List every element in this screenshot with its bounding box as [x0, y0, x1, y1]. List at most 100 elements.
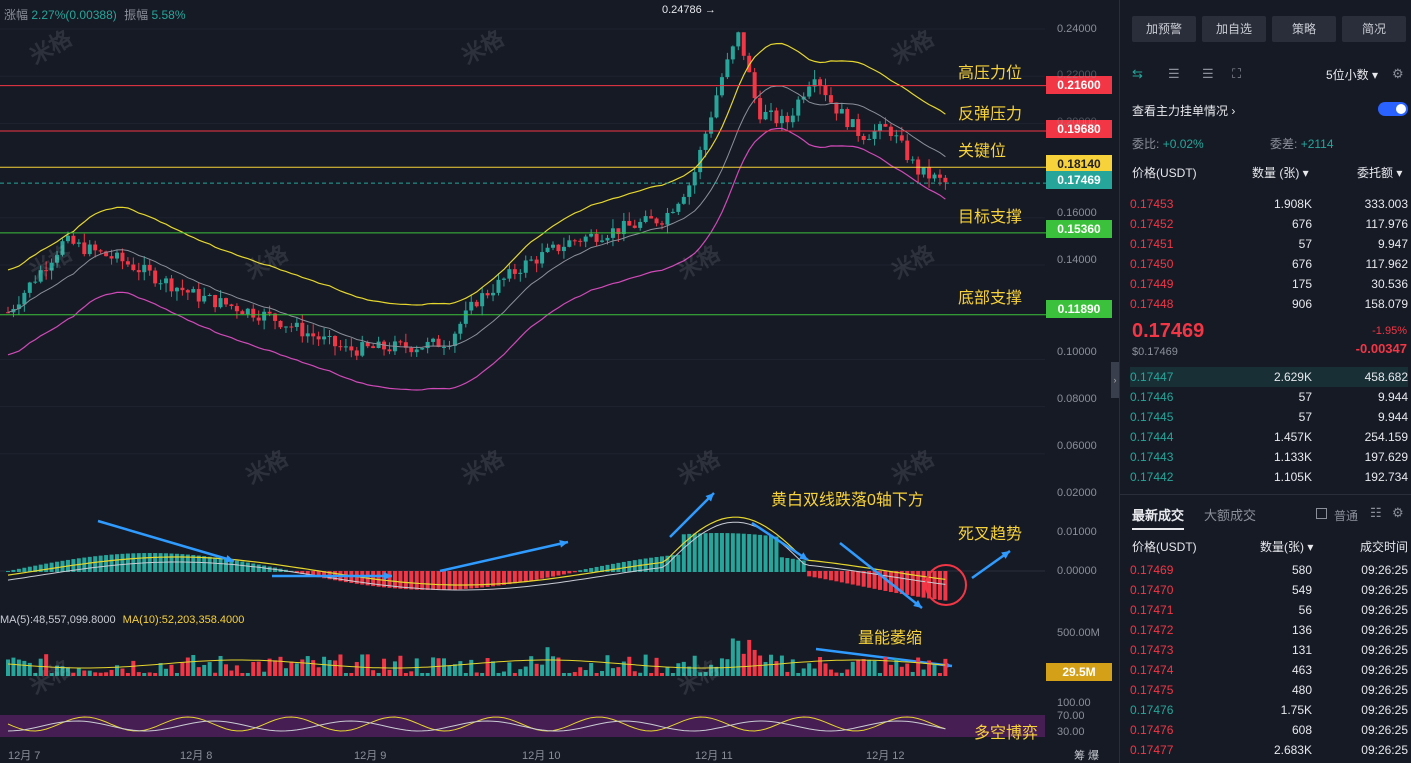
collapse-handle[interactable]: › [1111, 362, 1119, 398]
volume-bar [27, 662, 32, 676]
macd-bar [774, 536, 779, 572]
candle-body [38, 270, 43, 282]
col-amount-header[interactable]: 委托额 ▾ [1357, 166, 1403, 180]
ask-row[interactable]: 0.17450 676 117.962 [1130, 254, 1408, 274]
trade-row[interactable]: 0.17474 463 09:26:25 [1130, 660, 1408, 680]
trade-row[interactable]: 0.17471 56 09:26:25 [1130, 600, 1408, 620]
add-alert-button[interactable]: 加预警 [1132, 16, 1196, 42]
trade-row[interactable]: 0.17469 580 09:26:25 [1130, 560, 1408, 580]
volume-bar [256, 661, 261, 676]
candle-body [856, 119, 861, 136]
volume-bar [273, 660, 278, 676]
filter-icon[interactable]: ☷ [1370, 505, 1382, 520]
candle-body [174, 287, 179, 292]
macd-bar [872, 571, 877, 589]
trade-row[interactable]: 0.17477 2.683K 09:26:25 [1130, 740, 1408, 760]
annotation-rebound-resistance: 反弹压力 [958, 106, 1023, 123]
depth-asks-icon[interactable]: ☰ [1202, 66, 1214, 81]
candle-body [218, 298, 223, 308]
volume-bar [371, 670, 376, 676]
amp-label: 振幅 [124, 8, 149, 22]
kline-chart[interactable] [0, 0, 1119, 763]
volume-bar [861, 659, 866, 676]
bid-row[interactable]: 0.17442 1.105K 192.734 [1130, 467, 1408, 487]
chart-area[interactable]: 涨幅 2.27%(0.00388) 振幅 5.58% 0.24786 → 高压力… [0, 0, 1119, 763]
decimal-select[interactable]: 5位小数 ▾ [1326, 68, 1379, 82]
bid-row[interactable]: 0.17445 57 9.944 [1130, 407, 1408, 427]
candle-body [469, 301, 474, 311]
volume-bar [485, 658, 490, 676]
col-qty-header[interactable]: 数量 (张) ▾ [1252, 166, 1309, 180]
macd-bar [55, 561, 60, 572]
candle-body [311, 333, 316, 337]
row-value: 30.536 [1371, 277, 1408, 291]
macd-bar [267, 566, 272, 572]
depth-expand-icon[interactable]: ⛶ [1232, 66, 1242, 81]
trade-row[interactable]: 0.17476 608 09:26:25 [1130, 720, 1408, 740]
volume-bar [600, 670, 605, 676]
trade-row[interactable]: 0.17473 131 09:26:25 [1130, 640, 1408, 660]
trades-settings-icon[interactable]: ⚙ [1392, 505, 1404, 520]
bid-row[interactable]: 0.17444 1.457K 254.159 [1130, 427, 1408, 447]
volume-bar [894, 658, 899, 676]
ask-row[interactable]: 0.17448 906 158.079 [1130, 294, 1408, 314]
volume-bar [71, 672, 76, 676]
normal-checkbox[interactable] [1316, 508, 1327, 519]
settings-icon[interactable]: ⚙ [1392, 66, 1404, 81]
row-value: 117.962 [1365, 257, 1409, 271]
macd-bar [76, 558, 81, 572]
bid-row[interactable]: 0.17446 57 9.944 [1130, 387, 1408, 407]
candle-body [556, 244, 561, 252]
bid-row[interactable]: 0.17443 1.133K 197.629 [1130, 447, 1408, 467]
trend-arrow-head [559, 539, 568, 548]
add-favorite-button[interactable]: 加自选 [1202, 16, 1266, 42]
ask-row[interactable]: 0.17452 676 117.976 [1130, 214, 1408, 234]
trade-price-header: 价格(USDT) [1132, 540, 1197, 554]
depth-link[interactable]: 查看主力挂单情况 › [1132, 104, 1236, 118]
ask-row[interactable]: 0.17451 57 9.947 [1130, 234, 1408, 254]
strategy-button[interactable]: 策略 [1272, 16, 1336, 42]
trade-row[interactable]: 0.17470 549 09:26:25 [1130, 580, 1408, 600]
macd-bar [224, 558, 228, 572]
trade-row[interactable]: 0.17476 1.75K 09:26:25 [1130, 700, 1408, 720]
volume-bar [561, 673, 566, 676]
last-pct: -1.95% [1372, 325, 1407, 337]
tab-big-trades[interactable]: 大额成交 [1204, 508, 1257, 523]
corner-buttons[interactable]: 筹 爆 [1074, 750, 1100, 762]
macd-bar [196, 555, 201, 572]
date-tick: 12月 9 [354, 750, 387, 762]
row-value: 158.079 [1364, 297, 1408, 311]
ask-row[interactable]: 0.17449 175 30.536 [1130, 274, 1408, 294]
candle-body [409, 347, 414, 353]
macd-bar [16, 568, 21, 572]
volume-bar [839, 672, 844, 676]
macd-bar [769, 535, 773, 572]
candle-body [910, 159, 915, 161]
depth-both-icon[interactable]: ⇆ [1132, 66, 1143, 81]
volume-bar [458, 661, 463, 676]
candle-body [649, 216, 654, 219]
candle-body [763, 111, 768, 120]
depth-toggle[interactable] [1378, 102, 1408, 116]
macd-bar [27, 566, 32, 572]
volume-bar [943, 658, 948, 676]
trade-qty-header[interactable]: 数量(张) ▾ [1260, 540, 1314, 554]
macd-bar [861, 571, 866, 587]
macd-bar [758, 534, 763, 572]
volume-bar [921, 669, 926, 676]
bid-row[interactable]: 0.17447 2.629K 458.682 [1130, 367, 1408, 387]
summary-button[interactable]: 简况 [1342, 16, 1406, 42]
trade-row[interactable]: 0.17472 136 09:26:25 [1130, 620, 1408, 640]
candle-body [905, 140, 910, 161]
depth-bids-icon[interactable]: ☰ [1168, 66, 1180, 81]
order-ratio-value: +0.02% [1162, 137, 1204, 151]
macd-bar [878, 571, 882, 590]
macd-bar [894, 571, 899, 594]
macd-dif-line [7, 516, 946, 586]
ask-row[interactable]: 0.17453 1.908K 333.003 [1130, 194, 1408, 214]
row-qty: 1.133K [1273, 450, 1312, 464]
price-axis-tick: 0.06000 [1057, 440, 1097, 452]
tab-latest-trades[interactable]: 最新成交 [1132, 505, 1185, 530]
trade-row[interactable]: 0.17475 480 09:26:25 [1130, 680, 1408, 700]
volume-bar [147, 672, 152, 676]
